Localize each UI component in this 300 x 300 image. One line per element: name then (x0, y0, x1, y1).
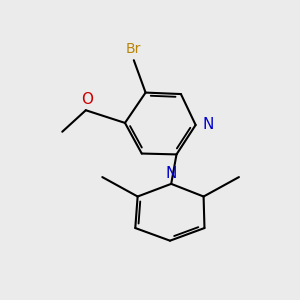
Text: N: N (166, 166, 177, 181)
Text: O: O (81, 92, 93, 107)
Text: N: N (203, 118, 214, 133)
Text: Br: Br (126, 42, 142, 56)
